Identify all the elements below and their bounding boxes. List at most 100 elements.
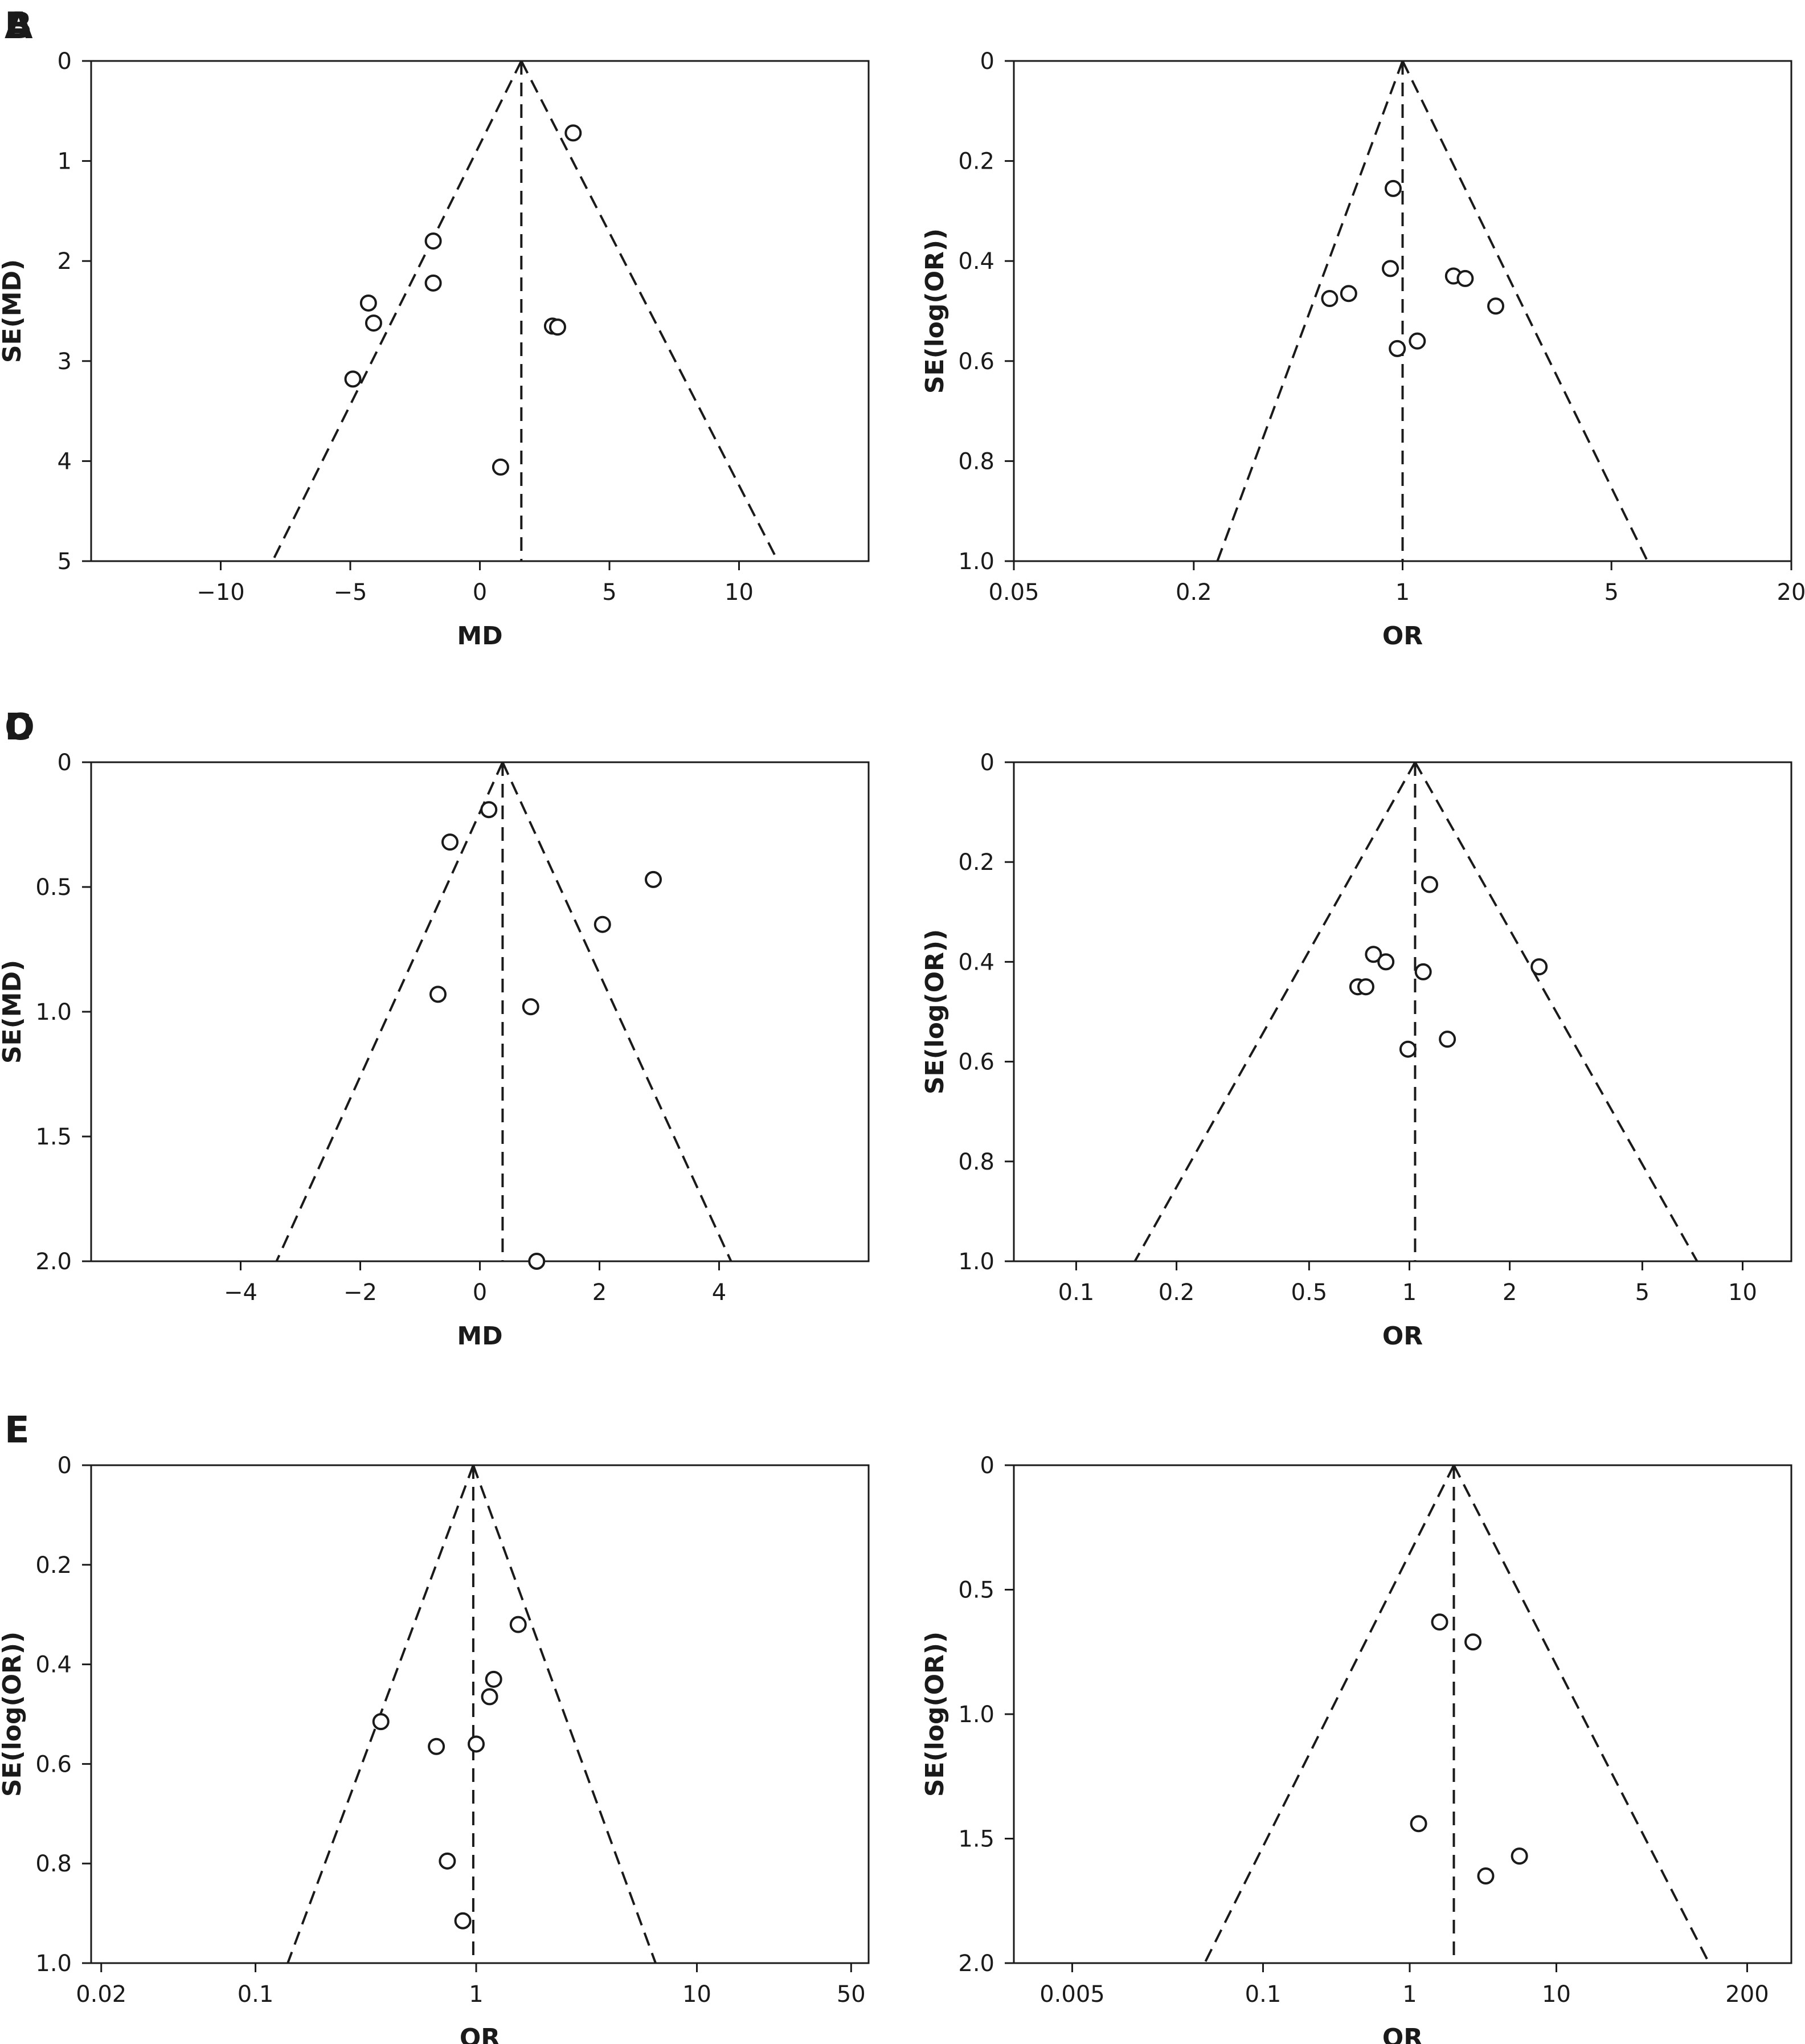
panel-b-study-point [1340, 285, 1357, 302]
panel-d-study-point [1530, 958, 1548, 976]
panel-b-y-tick-label: 0.4 [958, 248, 994, 275]
panel-f-x-axis-title: OR [1382, 2023, 1423, 2044]
panel-d-y-tick-label: 0 [980, 750, 994, 776]
panel-d-study-point [1399, 1040, 1417, 1058]
panel-a-study-point [492, 458, 509, 476]
panel-b-x-tick-label: 0.05 [988, 579, 1039, 606]
panel-b-funnel-left-line [1216, 60, 1404, 562]
panel-e-study-point [428, 1738, 445, 1755]
panel-d-funnel-left-line [1133, 762, 1417, 1262]
panel-e-y-tick-label: 0.6 [35, 1751, 72, 1777]
panel-e-study-point [485, 1670, 502, 1688]
panel-d-label: D [5, 706, 35, 749]
panel-a-x-axis-title: MD [457, 622, 502, 651]
panel-b-y-tick-label: 0 [980, 48, 994, 75]
panel-b-y-tick-label: 1.0 [958, 549, 994, 575]
panel-d-study-point [1357, 978, 1374, 996]
panel-d-study-point [1414, 963, 1432, 980]
panel-a-study-point [344, 370, 362, 388]
panel-b-study-point [1409, 332, 1426, 350]
panel-d-x-axis-title: OR [1382, 1322, 1423, 1351]
panel-c-study-point [480, 801, 498, 819]
panel-b-label: B [5, 5, 32, 47]
panel-a-study-point [424, 232, 442, 250]
panel-c-x-tick-label: 2 [592, 1279, 607, 1306]
panel-a-label: A [5, 5, 33, 47]
panel-d-plot-frame [1013, 761, 1792, 1262]
panel-d-y-tick-label: 0.6 [958, 1049, 994, 1076]
panel-c-study-point [594, 915, 611, 933]
panel-e-y-tick-label: 1.0 [35, 1951, 72, 1977]
panel-e-x-tick-label: 50 [837, 1981, 866, 2008]
panel-b: B00.20.40.60.81.00.05 0.2 1 5 20ORSE(log(OR)… [5, 5, 1805, 651]
panel-c-funnel-left-line [275, 762, 504, 1262]
panel-a-y-tick-label: 2 [58, 248, 72, 275]
panel-c-y-tick-label: 2.0 [35, 1249, 72, 1275]
panel-a-study-point [365, 314, 382, 332]
panel-b-x-tick-label: 0.2 [1176, 579, 1212, 606]
panel-d-x-tick-label: 5 [1635, 1279, 1650, 1306]
panel-d-y-tick-label: 1.0 [958, 1249, 994, 1275]
panel-f-study-point [1464, 1633, 1482, 1651]
panel-a-y-tick-label: 5 [58, 549, 72, 575]
panel-e-x-tick-label: 10 [682, 1981, 711, 2008]
panel-f-y-tick-label: 1.0 [958, 1702, 994, 1728]
panel-a-study-point [424, 274, 442, 292]
panel-c-funnel-right-line [501, 762, 732, 1262]
panel-d-x-tick-label: 0.2 [1159, 1279, 1195, 1306]
panel-f-x-tick-label: 1 [1402, 1981, 1417, 2008]
panel-f-y-tick-label: 0.5 [958, 1577, 994, 1604]
panel-d-study-point [1421, 876, 1438, 893]
panel-a-study-point [549, 318, 566, 336]
panel-f-plot-frame [1013, 1464, 1792, 1964]
panel-a-y-tick-label: 0 [58, 48, 72, 75]
panel-b-y-axis-title: SE(log(OR)) [920, 228, 949, 394]
panel-f-study-point [1511, 1847, 1528, 1865]
panel-f-y-tick-label: 2.0 [958, 1951, 994, 1977]
panel-b-x-tick-label: 1 [1395, 579, 1410, 606]
panel-a-funnel-left-line [271, 60, 523, 562]
panel-d-study-point [1439, 1031, 1456, 1048]
panel-c-x-tick-label: −4 [224, 1279, 257, 1306]
panel-c-x-tick-label: −2 [343, 1279, 377, 1306]
panel-c: C 0 0.5 1.0 1.5 2.0 −4 −2 0 2 4 MD SE(MD) [0, 706, 870, 1351]
panel-f: F 0 0.5 1.0 1.5 2.0 0.005 0.1 1 10 200 OR SE(log(OR)… [5, 1409, 1792, 2044]
panel-e-plot-frame [90, 1464, 870, 1964]
panel-e-study-point [439, 1852, 456, 1870]
panel-e-x-tick-label: 0.1 [238, 1981, 274, 2008]
panel-a-y-tick-label: 3 [58, 349, 72, 375]
panel-f-x-tick-label: 200 [1725, 1981, 1769, 2008]
panel-e-y-tick-label: 0 [58, 1453, 72, 1479]
panel-a-x-tick-label: 5 [602, 579, 616, 606]
panel-c-y-tick-label: 0 [58, 750, 72, 776]
panel-e-y-tick-label: 0.8 [35, 1851, 72, 1877]
panel-c-y-tick-label: 0.5 [35, 874, 72, 901]
panel-e-y-tick-label: 0.4 [35, 1652, 72, 1678]
panel-f-y-axis-title: SE(log(OR)) [920, 1632, 949, 1797]
panel-c-x-tick-label: 4 [712, 1279, 726, 1306]
panel-f-y-tick-label: 1.5 [958, 1826, 994, 1853]
panel-e-study-point [468, 1735, 485, 1753]
panel-a-x-tick-label: 10 [725, 579, 754, 606]
panel-c-study-point [645, 870, 662, 888]
panel-b-study-point [1487, 297, 1505, 315]
panel-b-y-tick-label: 0.6 [958, 349, 994, 375]
panel-d-x-tick-label: 10 [1728, 1279, 1757, 1306]
panel-f-label: F [5, 1409, 30, 1452]
panel-f-x-tick-label: 10 [1542, 1981, 1571, 2008]
panel-d-y-axis-title: SE(log(OR)) [920, 929, 949, 1094]
panel-e-x-axis-title: OR [460, 2023, 500, 2044]
panel-c-plot-frame [90, 761, 870, 1262]
panel-f-x-tick-label: 0.005 [1039, 1981, 1105, 2008]
panel-d-y-tick-label: 0.8 [958, 1149, 994, 1175]
panel-b-study-point [1389, 340, 1406, 357]
panel-c-y-tick-label: 1.5 [35, 1124, 72, 1150]
panel-a-study-point [359, 294, 377, 312]
panel-d-x-tick-label: 2 [1503, 1279, 1517, 1306]
panel-e-study-point [454, 1912, 472, 1929]
panel-c-study-point [522, 998, 539, 1016]
panel-f-study-point [1477, 1867, 1495, 1885]
panel-d-x-tick-label: 1 [1402, 1279, 1417, 1306]
panel-a-x-tick-label: −10 [197, 579, 244, 606]
